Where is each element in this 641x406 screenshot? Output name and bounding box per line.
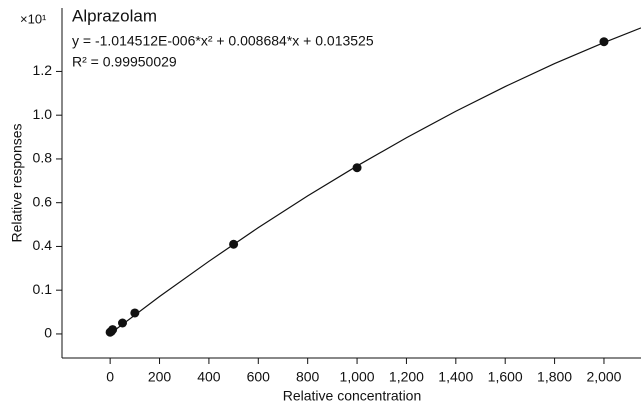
y-tick-label: 0 [44, 325, 52, 341]
data-point [117, 318, 127, 328]
data-point [599, 37, 609, 47]
data-point [130, 308, 140, 318]
x-tick-label: 1,000 [340, 369, 375, 385]
x-tick-label: 200 [148, 369, 172, 385]
y-tick-label: 1.2 [33, 62, 53, 78]
y-axis-label: Relative responses [9, 123, 25, 242]
x-tick-label: 1,800 [537, 369, 572, 385]
x-tick-label: 1,600 [488, 369, 523, 385]
data-point [352, 163, 362, 173]
x-tick-label: 1,400 [438, 369, 473, 385]
fit-curve [109, 27, 641, 335]
x-tick-label: 800 [296, 369, 320, 385]
chart-title: Alprazolam [72, 6, 157, 25]
equation: y = -1.014512E-006*x² + 0.008684*x + 0.0… [72, 33, 374, 49]
data-point [108, 325, 118, 335]
y-tick-label: 0.1 [33, 281, 53, 297]
x-tick-label: 600 [247, 369, 271, 385]
x-tick-label: 400 [197, 369, 221, 385]
y-tick-label: 0.6 [33, 193, 53, 209]
y-tick-label: 1.0 [33, 106, 53, 122]
data-point [229, 239, 239, 249]
x-axis-label: Relative concentration [283, 388, 422, 404]
r-squared: R² = 0.99950029 [72, 54, 177, 70]
y-tick-label: 0.8 [33, 150, 53, 166]
x-tick-label: 1,200 [389, 369, 424, 385]
y-tick-label: 0.4 [33, 237, 53, 253]
y-multiplier: ×10¹ [20, 11, 47, 26]
x-tick-label: 0 [106, 369, 114, 385]
x-tick-label: 2,000 [586, 369, 621, 385]
